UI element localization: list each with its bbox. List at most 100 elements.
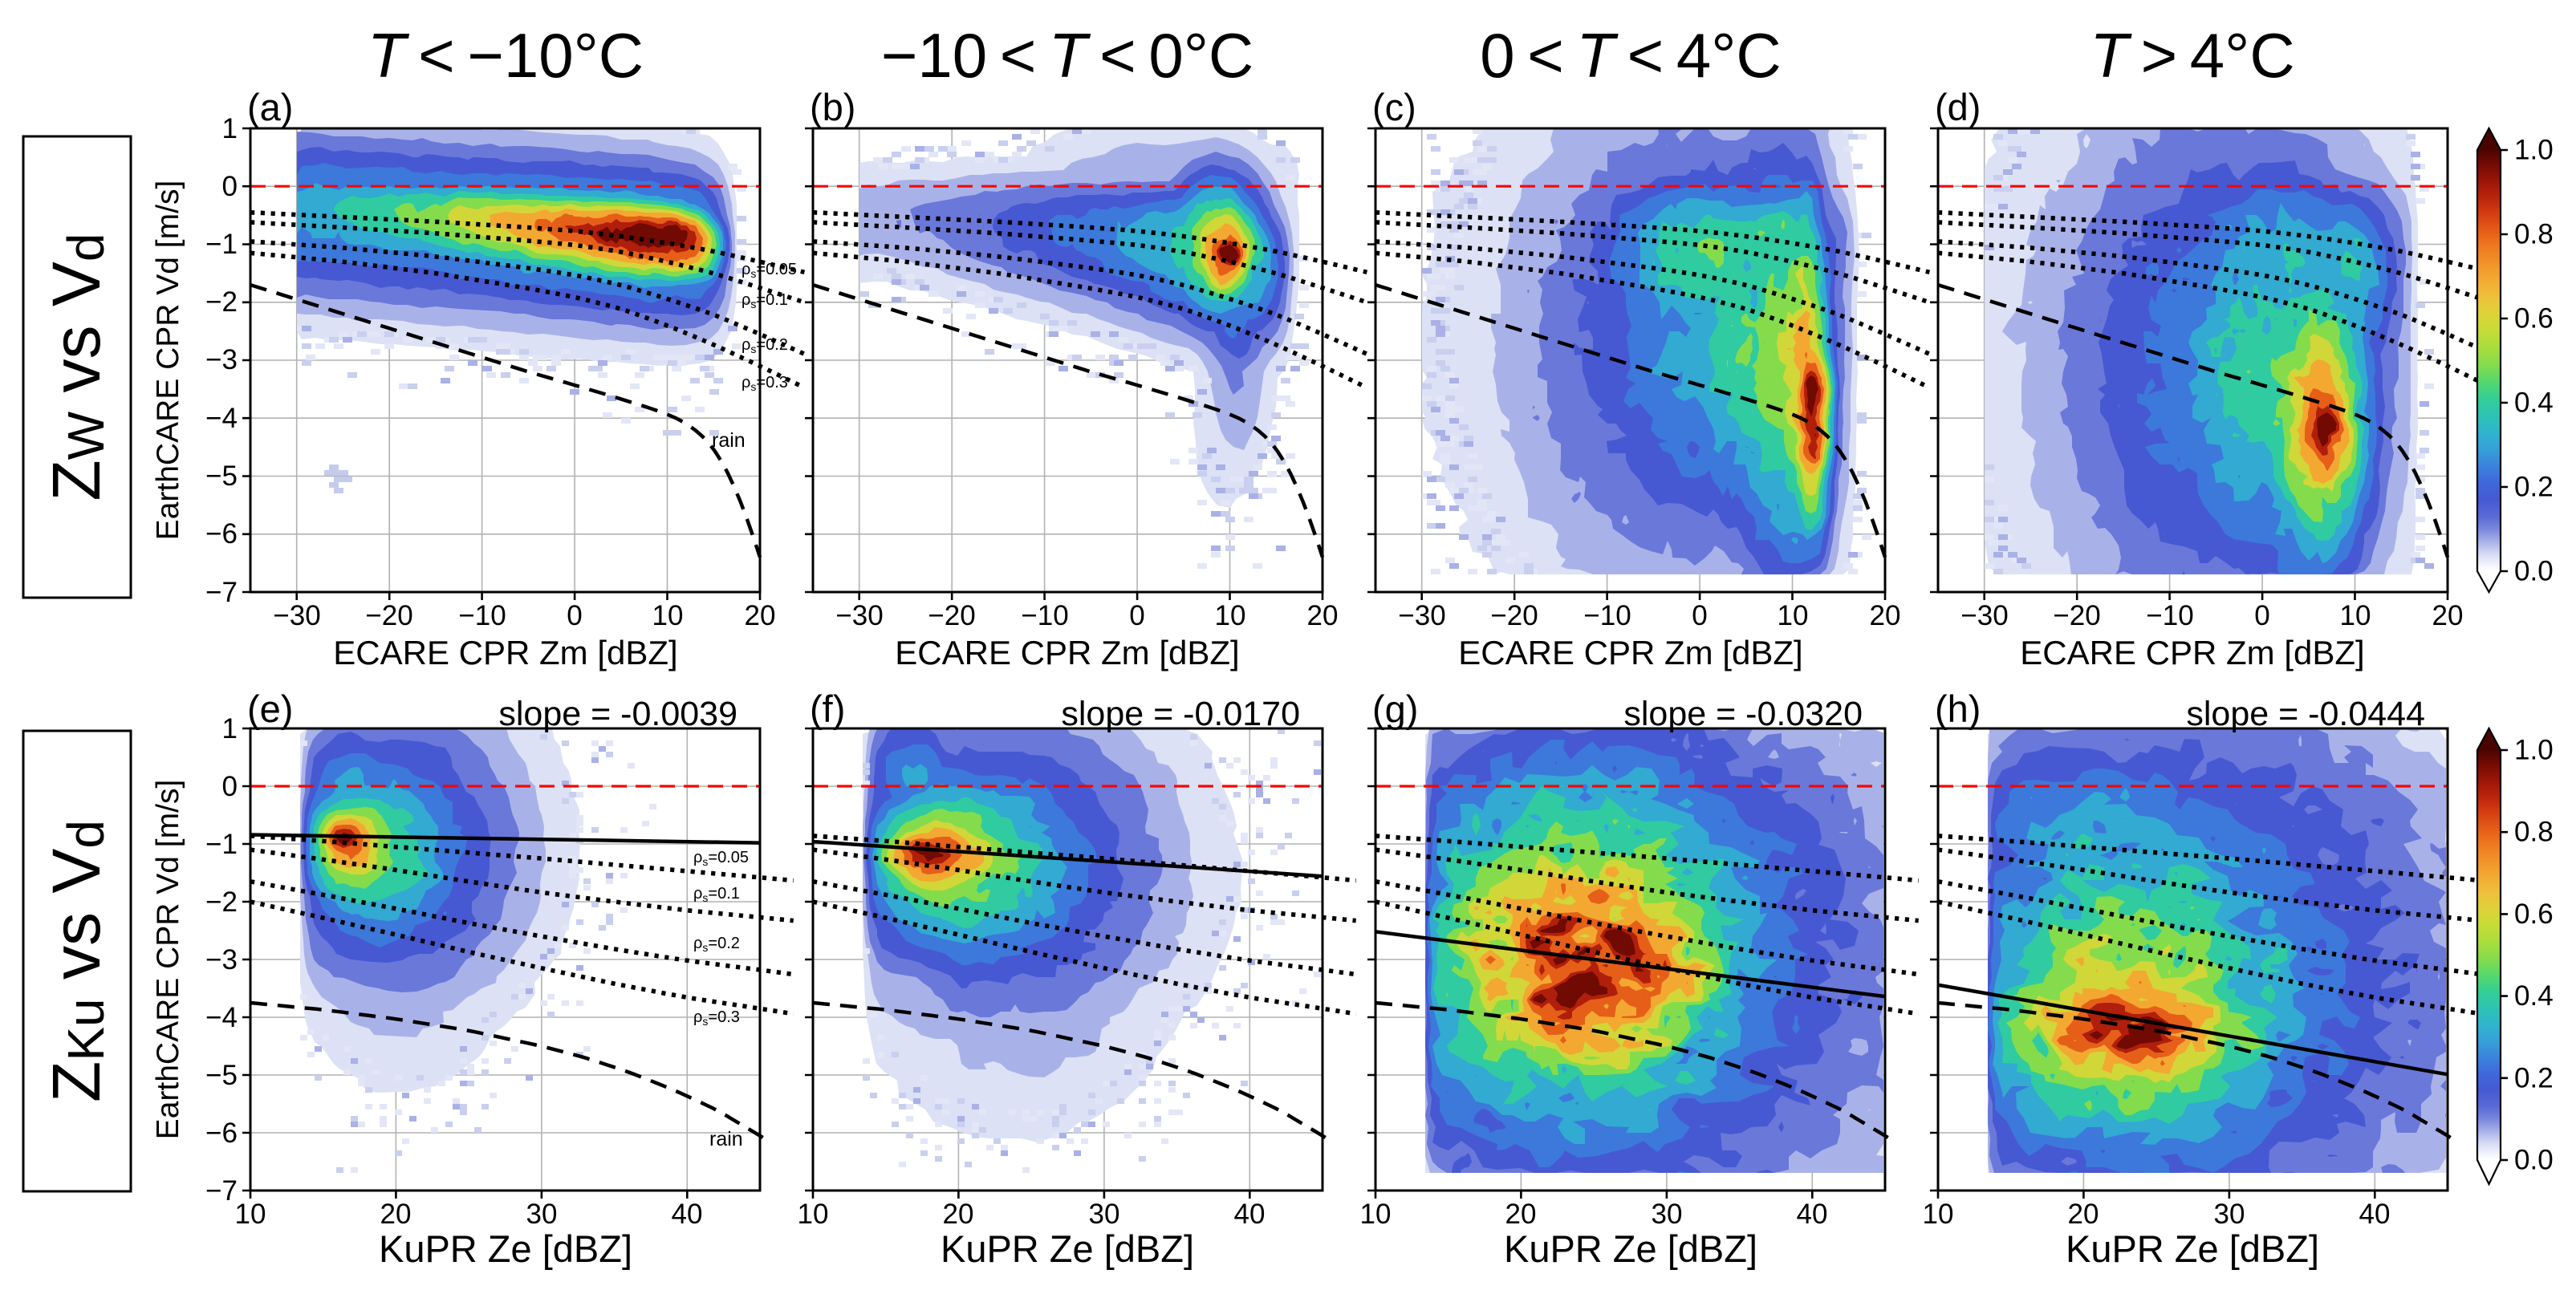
svg-text:1.0: 1.0 bbox=[2514, 135, 2554, 166]
svg-text:0.8: 0.8 bbox=[2514, 219, 2554, 250]
svg-text:ρs=0.3: ρs=0.3 bbox=[742, 374, 788, 393]
svg-text:(c): (c) bbox=[1372, 86, 1416, 128]
svg-text:40: 40 bbox=[1234, 1199, 1266, 1230]
svg-text:−30: −30 bbox=[273, 600, 320, 631]
svg-text:−1: −1 bbox=[205, 829, 238, 860]
svg-text:−7: −7 bbox=[205, 1175, 238, 1207]
svg-text:0: 0 bbox=[222, 771, 238, 802]
svg-text:ρs=0.05: ρs=0.05 bbox=[693, 849, 749, 868]
svg-text:−6: −6 bbox=[205, 518, 238, 550]
svg-text:−2: −2 bbox=[205, 286, 238, 318]
svg-text:KuPR Ze [dBZ]: KuPR Ze [dBZ] bbox=[2066, 1227, 2319, 1270]
svg-text:(e): (e) bbox=[247, 688, 293, 730]
svg-text:30: 30 bbox=[526, 1199, 558, 1230]
svg-text:20: 20 bbox=[2432, 600, 2464, 631]
svg-text:ECARE CPR Zm [dBZ]: ECARE CPR Zm [dBZ] bbox=[333, 634, 677, 671]
svg-text:0: 0 bbox=[1692, 600, 1707, 631]
svg-text:(h): (h) bbox=[1935, 688, 1981, 730]
svg-text:0: 0 bbox=[567, 600, 582, 631]
svg-text:0: 0 bbox=[1129, 600, 1144, 631]
svg-text:0.2: 0.2 bbox=[2514, 1062, 2554, 1093]
svg-text:ρs=0.1: ρs=0.1 bbox=[742, 291, 788, 310]
svg-text:(f): (f) bbox=[810, 688, 845, 730]
svg-text:ρs=0.2: ρs=0.2 bbox=[693, 935, 740, 954]
svg-text:−10 < T < 0°C: −10 < T < 0°C bbox=[881, 20, 1253, 91]
svg-text:10: 10 bbox=[1923, 1199, 1954, 1230]
svg-text:10: 10 bbox=[1360, 1199, 1392, 1230]
svg-text:KuPR Ze [dBZ]: KuPR Ze [dBZ] bbox=[379, 1227, 632, 1270]
svg-text:ECARE CPR Zm [dBZ]: ECARE CPR Zm [dBZ] bbox=[2020, 634, 2364, 671]
svg-text:ρs=0.1: ρs=0.1 bbox=[693, 885, 740, 904]
svg-text:0 < T < 4°C: 0 < T < 4°C bbox=[1480, 20, 1782, 91]
svg-text:(b): (b) bbox=[810, 86, 855, 128]
svg-text:1: 1 bbox=[222, 113, 238, 144]
svg-text:20: 20 bbox=[745, 600, 776, 631]
svg-text:30: 30 bbox=[2214, 1199, 2245, 1230]
svg-text:40: 40 bbox=[672, 1199, 703, 1230]
svg-text:ρs=0.2: ρs=0.2 bbox=[742, 336, 788, 355]
svg-text:−20: −20 bbox=[365, 600, 412, 631]
svg-text:−20: −20 bbox=[1490, 600, 1538, 631]
svg-text:1: 1 bbox=[222, 713, 238, 744]
svg-text:30: 30 bbox=[1089, 1199, 1120, 1230]
svg-text:EarthCARE CPR Vd [m/s]: EarthCARE CPR Vd [m/s] bbox=[151, 181, 185, 541]
svg-text:−30: −30 bbox=[1960, 600, 2008, 631]
svg-text:−4: −4 bbox=[205, 403, 238, 434]
svg-text:0.6: 0.6 bbox=[2514, 303, 2554, 335]
svg-text:10: 10 bbox=[1778, 600, 1809, 631]
svg-text:−5: −5 bbox=[205, 1060, 238, 1091]
svg-text:T > 4°C: T > 4°C bbox=[2090, 20, 2294, 91]
svg-text:0.8: 0.8 bbox=[2514, 817, 2554, 848]
svg-text:40: 40 bbox=[1797, 1199, 1828, 1230]
svg-text:−3: −3 bbox=[205, 944, 238, 976]
svg-text:−7: −7 bbox=[205, 577, 238, 608]
svg-text:10: 10 bbox=[2340, 600, 2371, 631]
svg-text:10: 10 bbox=[652, 600, 684, 631]
svg-text:ρs=0.3: ρs=0.3 bbox=[693, 1008, 740, 1028]
svg-text:slope = -0.0444: slope = -0.0444 bbox=[2186, 695, 2425, 733]
svg-text:−30: −30 bbox=[835, 600, 883, 631]
svg-text:20: 20 bbox=[1870, 600, 1901, 631]
svg-text:10: 10 bbox=[235, 1199, 266, 1230]
svg-text:10: 10 bbox=[798, 1199, 829, 1230]
svg-text:slope = -0.0320: slope = -0.0320 bbox=[1623, 695, 1863, 733]
svg-text:−30: −30 bbox=[1398, 600, 1445, 631]
svg-text:0: 0 bbox=[222, 171, 238, 202]
svg-text:−10: −10 bbox=[1021, 600, 1068, 631]
svg-text:ZW vs Vd: ZW vs Vd bbox=[39, 233, 115, 501]
svg-text:30: 30 bbox=[1652, 1199, 1683, 1230]
svg-text:−10: −10 bbox=[458, 600, 506, 631]
svg-text:(a): (a) bbox=[247, 86, 293, 128]
svg-text:KuPR Ze [dBZ]: KuPR Ze [dBZ] bbox=[1504, 1227, 1757, 1270]
svg-text:0.0: 0.0 bbox=[2514, 1145, 2554, 1176]
svg-text:20: 20 bbox=[1505, 1199, 1537, 1230]
svg-text:0.2: 0.2 bbox=[2514, 472, 2554, 503]
svg-text:0.4: 0.4 bbox=[2514, 387, 2554, 419]
svg-text:−6: −6 bbox=[205, 1118, 238, 1149]
svg-text:−5: −5 bbox=[205, 460, 238, 492]
svg-text:−3: −3 bbox=[205, 344, 238, 375]
svg-text:20: 20 bbox=[380, 1199, 412, 1230]
svg-text:20: 20 bbox=[943, 1199, 974, 1230]
svg-text:rain: rain bbox=[712, 429, 746, 452]
svg-text:rain: rain bbox=[709, 1128, 743, 1150]
svg-text:(g): (g) bbox=[1372, 688, 1418, 730]
svg-text:0.0: 0.0 bbox=[2514, 556, 2554, 587]
svg-text:KuPR Ze [dBZ]: KuPR Ze [dBZ] bbox=[941, 1227, 1194, 1270]
svg-text:−2: −2 bbox=[205, 886, 238, 918]
svg-text:ρs=0.05: ρs=0.05 bbox=[742, 261, 797, 280]
svg-text:−4: −4 bbox=[205, 1002, 238, 1033]
svg-text:slope = -0.0039: slope = -0.0039 bbox=[498, 695, 737, 733]
svg-text:ECARE CPR Zm [dBZ]: ECARE CPR Zm [dBZ] bbox=[895, 634, 1239, 671]
svg-text:0.4: 0.4 bbox=[2514, 980, 2554, 1012]
svg-text:10: 10 bbox=[1215, 600, 1246, 631]
svg-text:0: 0 bbox=[2254, 600, 2269, 631]
svg-text:−20: −20 bbox=[2053, 600, 2100, 631]
svg-text:(d): (d) bbox=[1935, 86, 1981, 128]
svg-text:−20: −20 bbox=[928, 600, 975, 631]
svg-text:ECARE CPR Zm [dBZ]: ECARE CPR Zm [dBZ] bbox=[1458, 634, 1802, 671]
svg-text:−10: −10 bbox=[1583, 600, 1631, 631]
svg-text:EarthCARE CPR Vd [m/s]: EarthCARE CPR Vd [m/s] bbox=[151, 780, 185, 1140]
svg-text:−10: −10 bbox=[2146, 600, 2193, 631]
svg-text:T < −10°C: T < −10°C bbox=[368, 20, 644, 91]
